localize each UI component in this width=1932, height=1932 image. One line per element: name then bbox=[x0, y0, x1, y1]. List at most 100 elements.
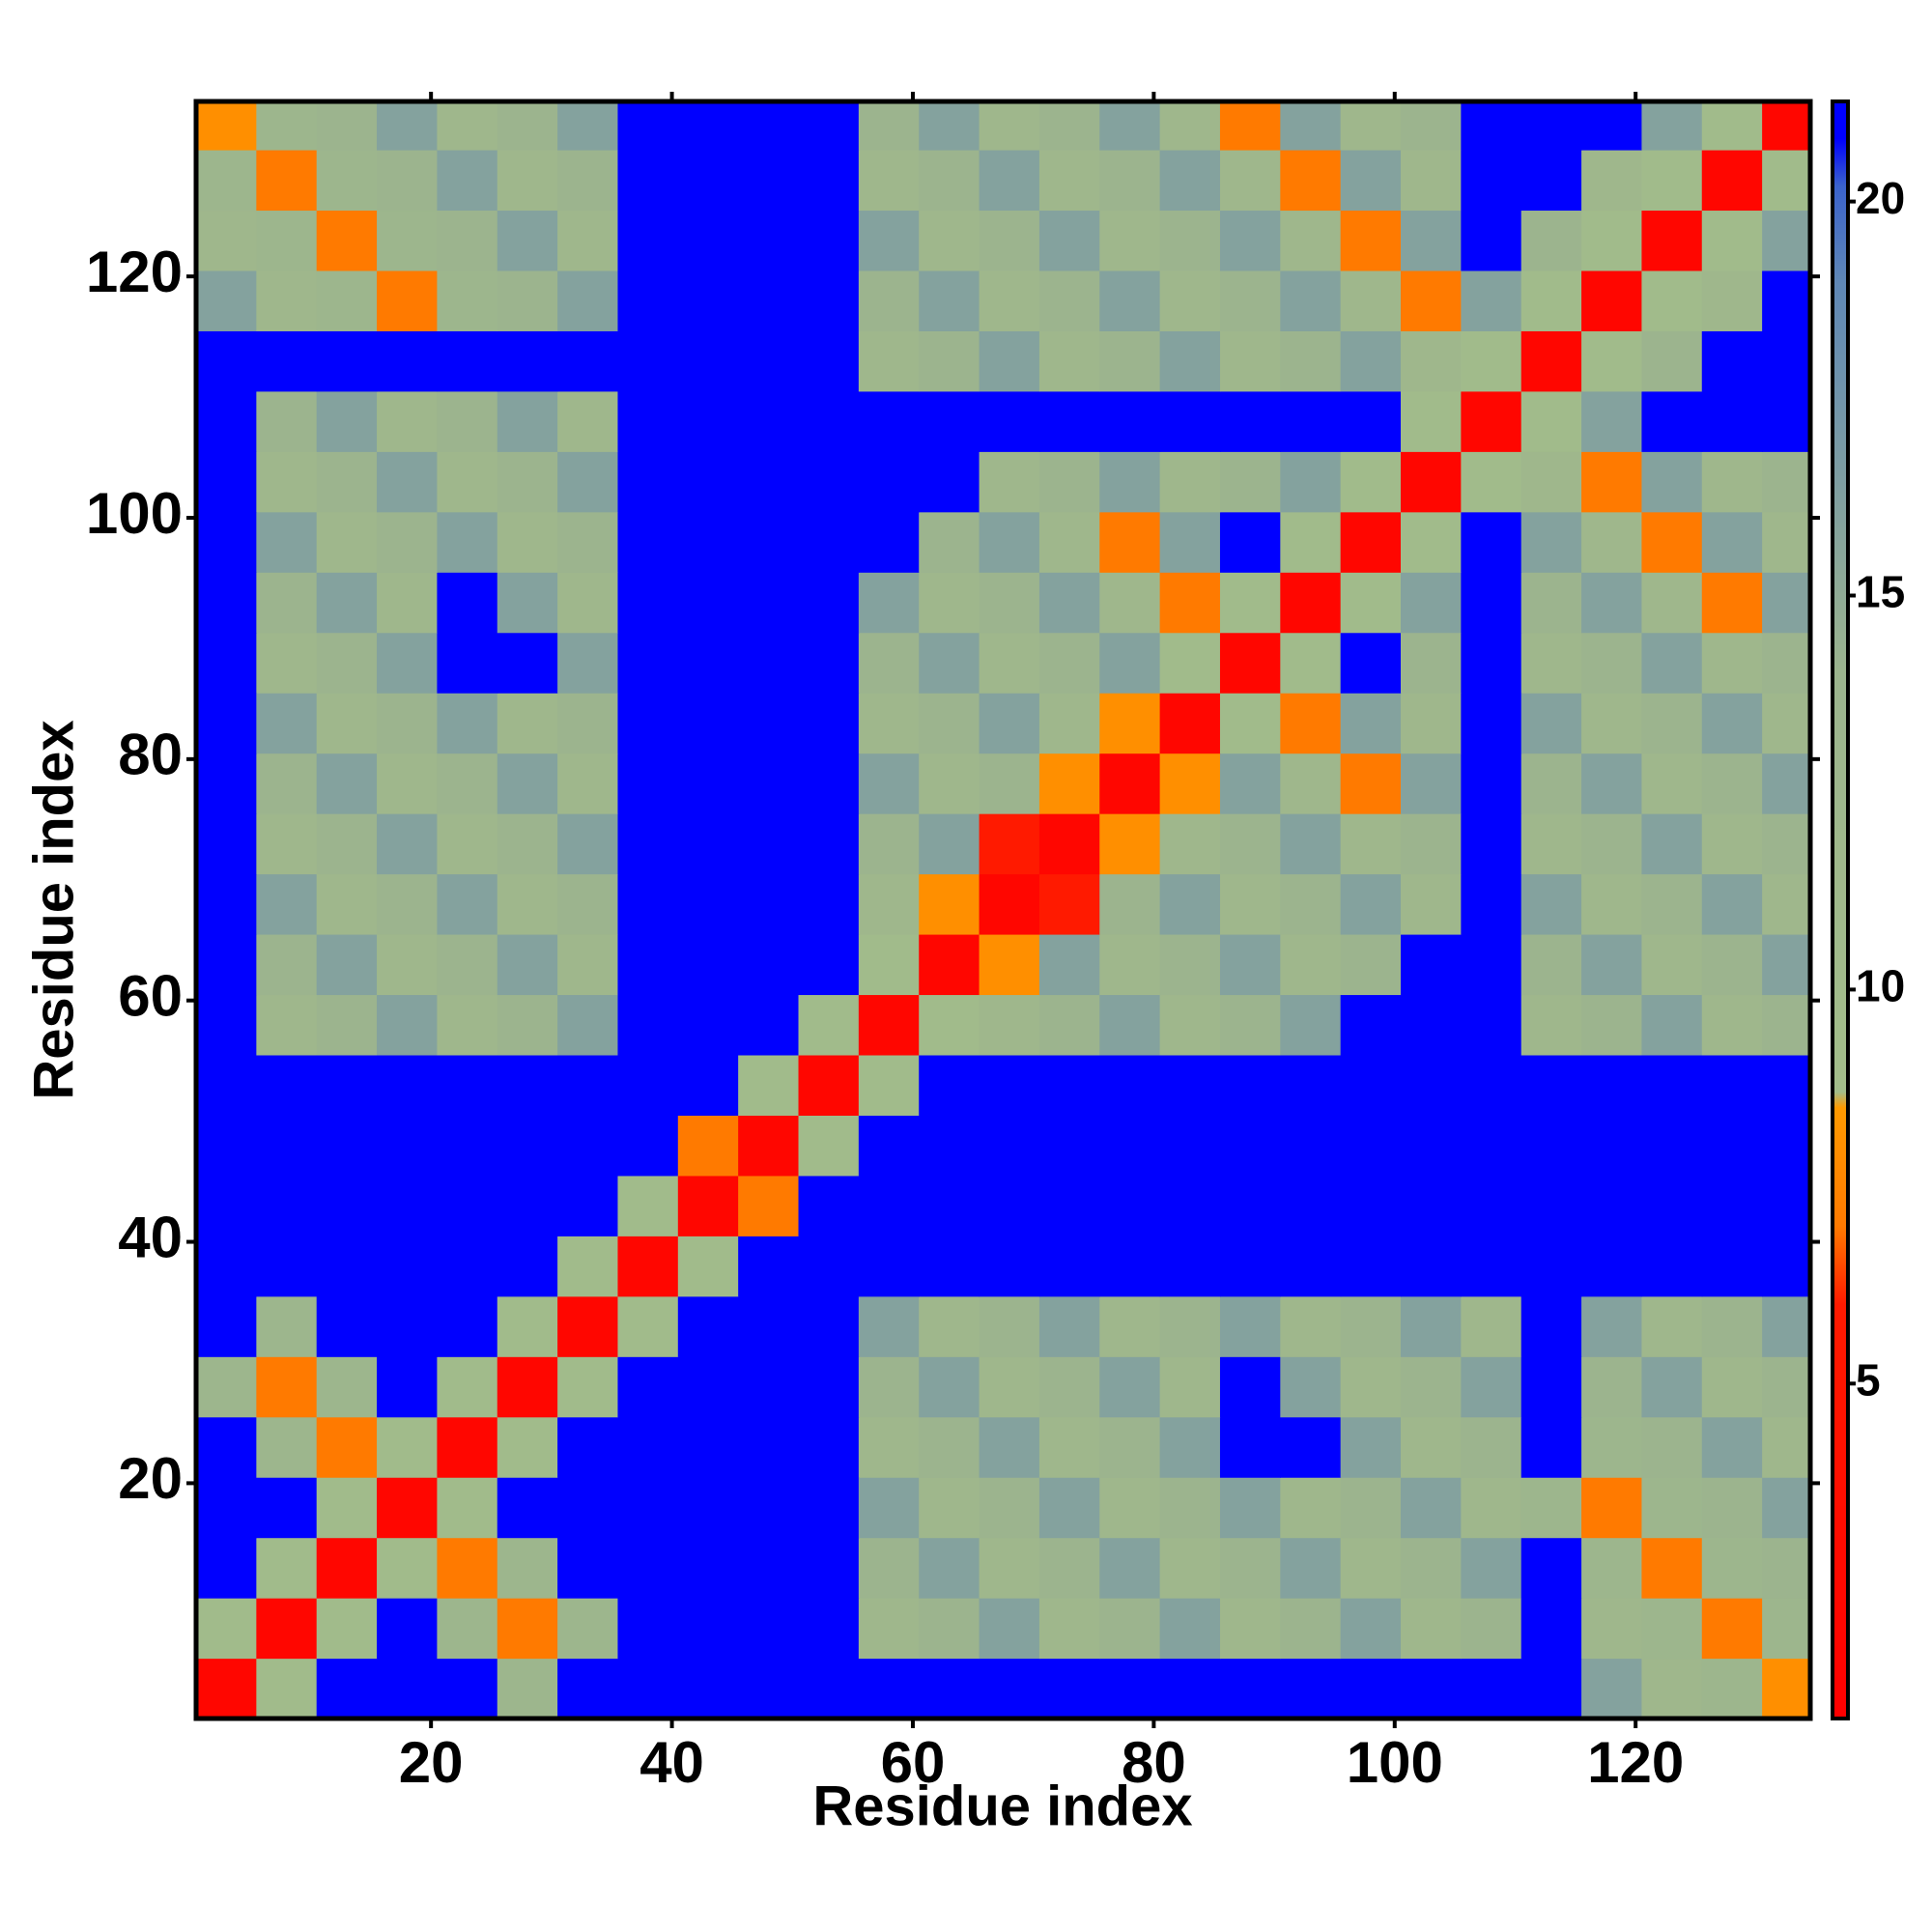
heatmap-cell bbox=[677, 1236, 739, 1297]
heatmap-cell bbox=[858, 1598, 920, 1660]
heatmap-cell bbox=[256, 451, 318, 513]
heatmap-cell bbox=[979, 994, 1040, 1056]
heatmap-cell bbox=[677, 632, 739, 694]
heatmap-cell bbox=[196, 1537, 257, 1599]
heatmap-cell bbox=[979, 753, 1040, 814]
heatmap-cell bbox=[1159, 572, 1221, 634]
heatmap-cell bbox=[437, 1598, 498, 1660]
heatmap-cell bbox=[979, 1356, 1040, 1418]
heatmap-cell bbox=[497, 572, 558, 634]
x-tick-label: 40 bbox=[639, 1730, 704, 1795]
heatmap-cell bbox=[677, 270, 739, 331]
heatmap-cell bbox=[497, 1356, 558, 1418]
heatmap-cell bbox=[497, 753, 558, 814]
heatmap-cell bbox=[919, 330, 980, 392]
heatmap-cell bbox=[437, 1295, 498, 1357]
heatmap-cell bbox=[1219, 330, 1281, 392]
heatmap-cell bbox=[1159, 994, 1221, 1056]
heatmap-cell bbox=[1038, 693, 1100, 754]
heatmap-cell bbox=[738, 1658, 800, 1719]
heatmap-cell bbox=[677, 933, 739, 996]
y-tick-label: 120 bbox=[86, 240, 183, 304]
heatmap-cell bbox=[979, 933, 1040, 996]
heatmap-cell bbox=[617, 1658, 679, 1719]
heatmap-cell bbox=[919, 270, 980, 331]
heatmap-cell bbox=[1219, 390, 1281, 452]
heatmap-cell bbox=[256, 1175, 318, 1236]
heatmap-cell bbox=[1461, 933, 1522, 996]
heatmap-cell bbox=[919, 390, 980, 452]
heatmap-cell bbox=[1581, 1236, 1643, 1297]
heatmap-cell bbox=[196, 693, 257, 754]
heatmap-cell bbox=[497, 1537, 558, 1599]
heatmap-cell bbox=[919, 149, 980, 212]
heatmap-cell bbox=[1038, 1598, 1100, 1660]
heatmap-cell bbox=[1762, 101, 1810, 151]
heatmap-cell bbox=[1701, 1416, 1763, 1478]
heatmap-cell bbox=[858, 1537, 920, 1599]
heatmap-cell bbox=[1581, 330, 1643, 392]
heatmap-cell bbox=[316, 1295, 378, 1357]
heatmap-cell bbox=[196, 101, 257, 151]
heatmap-cell bbox=[1461, 101, 1522, 151]
heatmap-cell bbox=[1701, 632, 1763, 694]
heatmap-cell bbox=[497, 1115, 558, 1177]
heatmap-cell bbox=[798, 1356, 860, 1418]
heatmap-cell bbox=[1219, 1477, 1281, 1539]
heatmap-cell bbox=[1701, 572, 1763, 634]
heatmap-cell bbox=[1520, 270, 1582, 331]
heatmap-cell bbox=[677, 753, 739, 814]
heatmap-cell bbox=[1401, 210, 1462, 271]
heatmap-cell bbox=[557, 1054, 619, 1116]
heatmap-cell bbox=[1038, 753, 1100, 814]
heatmap-cell bbox=[1641, 813, 1703, 875]
heatmap-cell bbox=[1401, 1416, 1462, 1478]
heatmap-cell bbox=[256, 994, 318, 1056]
heatmap-cell bbox=[979, 149, 1040, 212]
heatmap-cell bbox=[1401, 1598, 1462, 1660]
heatmap-cell bbox=[979, 873, 1040, 935]
heatmap-cell bbox=[738, 994, 800, 1056]
heatmap-cell bbox=[196, 270, 257, 331]
heatmap-cell bbox=[919, 1236, 980, 1297]
heatmap-cell bbox=[196, 1295, 257, 1357]
heatmap-cell bbox=[738, 753, 800, 814]
heatmap-cell bbox=[1159, 753, 1221, 814]
heatmap-cell bbox=[196, 632, 257, 694]
heatmap-cell bbox=[316, 149, 378, 212]
heatmap-cell bbox=[377, 753, 439, 814]
heatmap-cell bbox=[617, 1115, 679, 1177]
heatmap-cell bbox=[1762, 149, 1810, 212]
heatmap-cell bbox=[677, 451, 739, 513]
heatmap-cell bbox=[1401, 1295, 1462, 1357]
heatmap-cell bbox=[858, 1356, 920, 1418]
heatmap-cell bbox=[1099, 1658, 1161, 1719]
heatmap-cell bbox=[858, 1416, 920, 1478]
heatmap-cell bbox=[919, 1598, 980, 1660]
heatmap-cell bbox=[1159, 270, 1221, 331]
heatmap-cell bbox=[1461, 1054, 1522, 1116]
heatmap-cell bbox=[316, 632, 378, 694]
heatmap-cell bbox=[316, 1236, 378, 1297]
heatmap-cell bbox=[1461, 572, 1522, 634]
heatmap-cell bbox=[1219, 1356, 1281, 1418]
heatmap-cell bbox=[919, 1356, 980, 1418]
heatmap-cell bbox=[1701, 1477, 1763, 1539]
heatmap-cell bbox=[1099, 1175, 1161, 1236]
heatmap-cell bbox=[196, 1054, 257, 1116]
heatmap-cell bbox=[979, 1658, 1040, 1719]
heatmap-cell bbox=[1641, 330, 1703, 392]
heatmap-cell bbox=[677, 1416, 739, 1478]
heatmap-cell bbox=[1401, 813, 1462, 875]
heatmap-cell bbox=[437, 511, 498, 573]
heatmap-cell bbox=[1581, 210, 1643, 271]
heatmap-cell bbox=[377, 693, 439, 754]
heatmap-cell bbox=[1280, 572, 1342, 634]
heatmap-cell bbox=[738, 813, 800, 875]
heatmap-cell bbox=[858, 1295, 920, 1357]
heatmap-cell bbox=[316, 1658, 378, 1719]
heatmap-cell bbox=[1340, 873, 1402, 935]
heatmap-cell bbox=[1581, 1658, 1643, 1719]
heatmap-cell bbox=[1038, 933, 1100, 996]
heatmap-cell bbox=[858, 693, 920, 754]
